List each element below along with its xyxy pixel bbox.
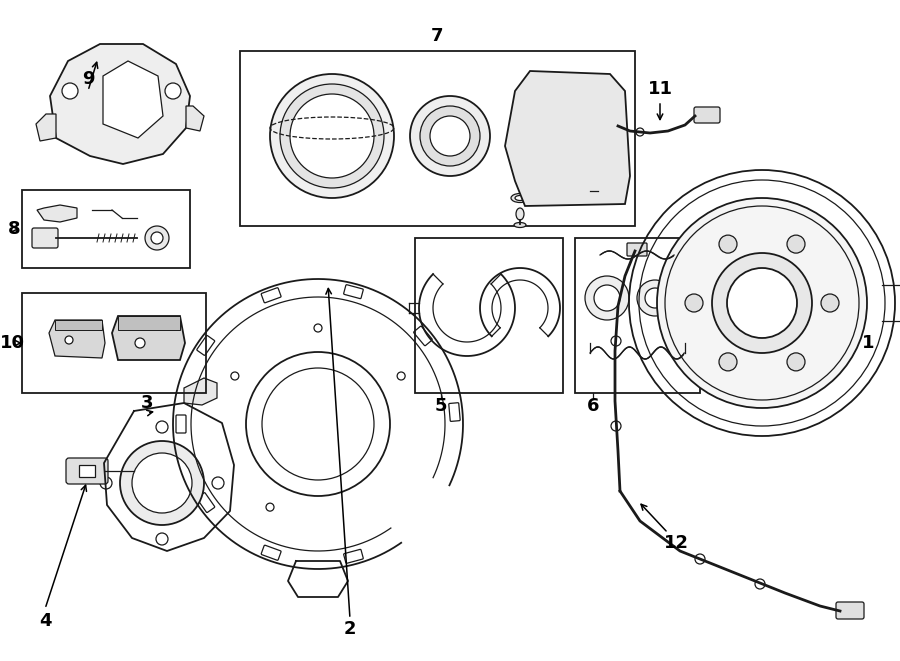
Circle shape [280,84,384,188]
Circle shape [611,336,621,346]
Circle shape [231,372,239,380]
Circle shape [266,503,274,511]
Circle shape [410,96,490,176]
Polygon shape [55,320,102,330]
Polygon shape [184,378,217,405]
Circle shape [645,288,665,308]
FancyBboxPatch shape [32,228,58,248]
Circle shape [821,294,839,312]
Circle shape [719,235,737,253]
FancyBboxPatch shape [627,243,647,256]
Text: 12: 12 [663,534,688,552]
Circle shape [135,338,145,348]
Ellipse shape [514,223,526,227]
Text: 2: 2 [344,620,356,638]
FancyBboxPatch shape [261,288,281,303]
Circle shape [719,353,737,371]
Bar [79,465,95,477]
Circle shape [695,554,705,564]
Text: 1: 1 [862,334,874,352]
Polygon shape [186,106,204,131]
Circle shape [100,477,112,489]
Text: 10: 10 [0,334,24,352]
Ellipse shape [516,208,524,220]
FancyBboxPatch shape [344,549,364,563]
Circle shape [685,294,703,312]
Circle shape [132,453,192,513]
FancyBboxPatch shape [261,545,281,561]
Circle shape [270,74,394,198]
FancyBboxPatch shape [176,415,186,433]
Bar [22,190,190,268]
Polygon shape [49,320,105,358]
Circle shape [600,174,620,194]
FancyBboxPatch shape [836,602,864,619]
Circle shape [636,128,644,136]
Circle shape [578,184,592,198]
FancyBboxPatch shape [694,107,720,123]
Text: 6: 6 [587,397,599,415]
Circle shape [156,533,168,545]
Circle shape [62,83,78,99]
Circle shape [657,198,867,408]
Circle shape [145,226,169,250]
Circle shape [787,235,805,253]
Circle shape [602,88,618,104]
Ellipse shape [515,196,525,200]
Text: 4: 4 [39,612,51,630]
FancyBboxPatch shape [197,336,215,356]
Text: 5: 5 [435,397,447,415]
Text: 7: 7 [431,27,443,45]
Bar [240,51,635,226]
Polygon shape [36,114,56,141]
Circle shape [712,253,812,353]
Circle shape [727,268,797,338]
Text: 3: 3 [140,394,153,412]
Polygon shape [610,121,622,131]
Circle shape [212,477,224,489]
FancyBboxPatch shape [197,492,215,512]
Bar [575,238,700,393]
Text: 11: 11 [647,80,672,98]
Circle shape [430,116,470,156]
Bar [22,293,206,393]
FancyBboxPatch shape [414,326,432,346]
FancyBboxPatch shape [449,403,460,421]
Circle shape [397,372,405,380]
FancyBboxPatch shape [344,285,364,299]
Circle shape [637,280,673,316]
Circle shape [165,83,181,99]
Text: 9: 9 [82,70,94,88]
Polygon shape [112,316,185,360]
Circle shape [594,285,620,311]
Polygon shape [50,44,190,164]
Polygon shape [505,71,630,206]
Circle shape [420,106,480,166]
Circle shape [585,276,629,320]
Circle shape [156,421,168,433]
Circle shape [65,336,73,344]
Circle shape [787,353,805,371]
Bar [415,238,563,393]
Circle shape [611,421,621,431]
Polygon shape [37,205,77,222]
Text: 8: 8 [8,220,21,238]
Circle shape [151,232,163,244]
Polygon shape [118,316,180,330]
Circle shape [314,324,322,332]
Circle shape [120,441,204,525]
FancyBboxPatch shape [66,458,108,484]
Circle shape [290,94,374,178]
Polygon shape [103,61,163,138]
Circle shape [246,352,390,496]
Circle shape [755,579,765,589]
Ellipse shape [511,194,529,202]
